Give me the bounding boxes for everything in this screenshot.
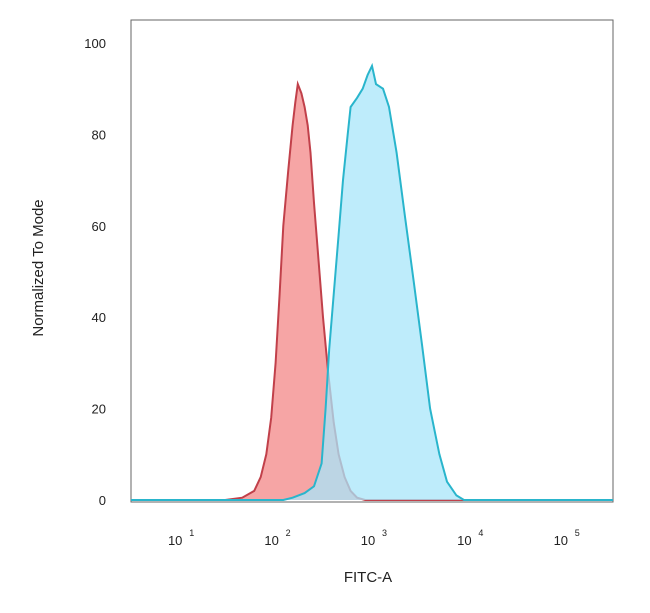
x-tick-labels: 10 1 10 2 10 3 10 4 10 5 [168,528,580,548]
y-tick-label-40: 40 [92,310,106,325]
x-tick-label-100000: 10 5 [554,528,580,548]
svg-text:10: 10 [264,533,278,548]
series-area-2 [131,65,613,501]
svg-text:4: 4 [478,528,483,538]
y-tick-label-20: 20 [92,402,106,417]
svg-text:1: 1 [189,528,194,538]
y-axis-title: Normalized To Mode [30,199,47,336]
y-tick-label-80: 80 [92,127,106,142]
svg-text:3: 3 [382,528,387,538]
y-tick-label-0: 0 [99,493,106,508]
svg-text:10: 10 [168,533,182,548]
svg-text:2: 2 [286,528,291,538]
svg-text:10: 10 [554,533,568,548]
series-line-2 [131,62,613,501]
y-tick-labels: 0 20 40 60 80 100 [84,36,106,508]
y-tick-label-100: 100 [84,36,106,51]
svg-text:10: 10 [457,533,471,548]
x-tick-label-10000: 10 4 [457,528,483,548]
y-tick-label-60: 60 [92,219,106,234]
x-tick-label-1000: 10 3 [361,528,387,548]
series-layer [131,62,613,501]
x-tick-label-100: 10 2 [264,528,290,548]
x-tick-label-10: 10 1 [168,528,194,548]
x-axis-title: FITC-A [344,569,392,586]
svg-text:5: 5 [575,528,580,538]
svg-text:10: 10 [361,533,375,548]
